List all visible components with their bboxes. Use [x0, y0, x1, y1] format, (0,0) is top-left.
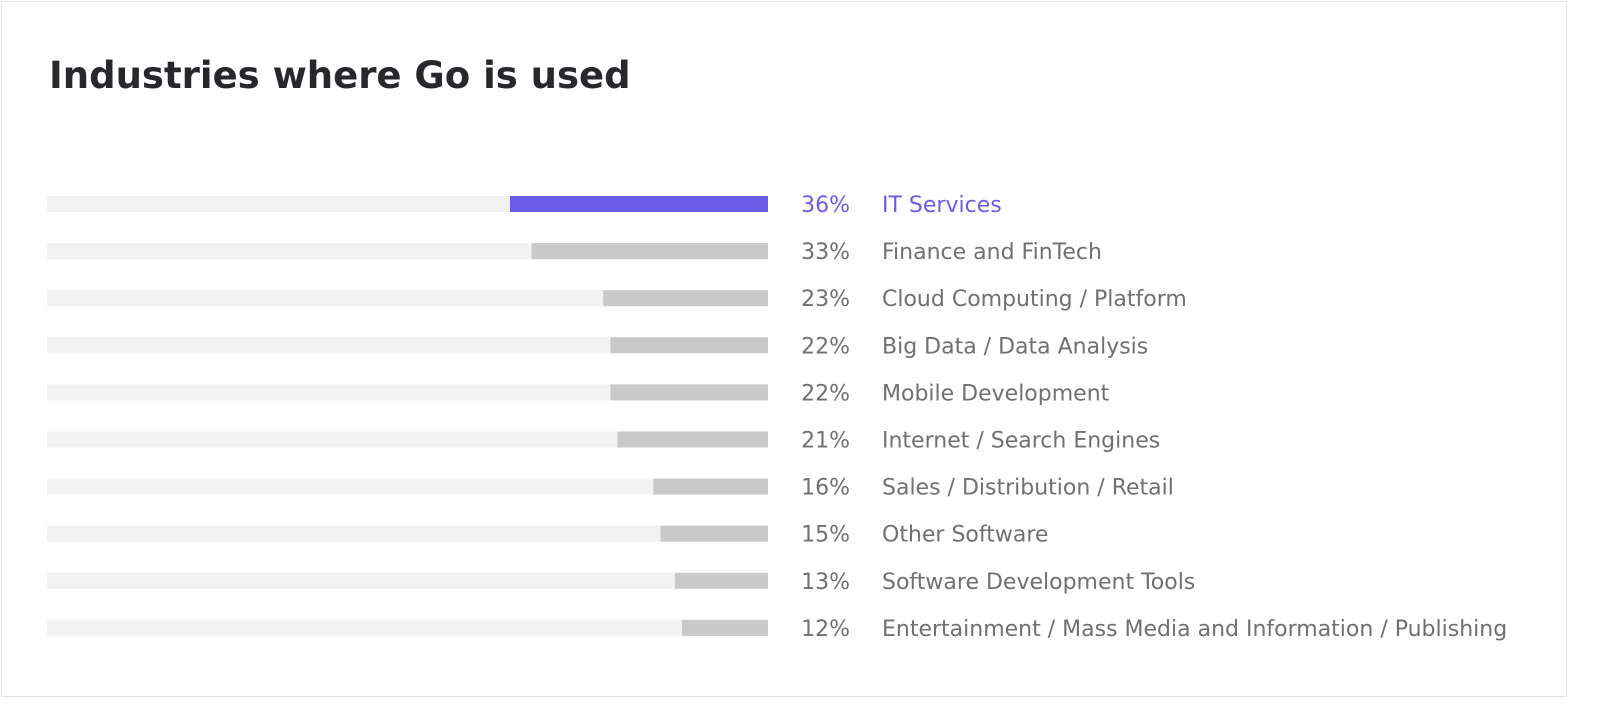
- bar-track: [47, 619, 768, 636]
- bar-sales-distribution-retail: [653, 478, 768, 495]
- bar-track: [47, 290, 768, 307]
- category-label: Software Development Tools: [882, 570, 1195, 595]
- value-label: 21%: [801, 429, 850, 454]
- bar-software-development-tools: [674, 572, 768, 589]
- value-label: 33%: [801, 240, 850, 265]
- bar-track: [47, 384, 768, 401]
- bar-finance-and-fintech: [531, 243, 768, 260]
- category-label: Finance and FinTech: [882, 240, 1102, 265]
- bar-track: [47, 337, 768, 354]
- value-label: 22%: [801, 381, 850, 406]
- value-label: 15%: [801, 523, 850, 548]
- category-label: Sales / Distribution / Retail: [882, 476, 1174, 501]
- bar-mobile-development: [610, 384, 768, 401]
- bar-track: [47, 572, 768, 589]
- bar-it-services: [510, 196, 768, 212]
- value-label: 23%: [801, 287, 850, 312]
- bar-track: [47, 478, 768, 495]
- value-label: 12%: [801, 617, 850, 642]
- bar-cloud-computing-platform: [603, 290, 768, 307]
- value-label: 22%: [801, 334, 850, 359]
- category-label: Other Software: [882, 523, 1048, 548]
- bar-entertainment-mass-media-and-information-publishing: [682, 619, 768, 636]
- bar-big-data-data-analysis: [610, 337, 768, 354]
- value-label: 36%: [801, 193, 850, 218]
- category-label: Cloud Computing / Platform: [882, 287, 1187, 312]
- value-label: 16%: [801, 476, 850, 501]
- category-label: Entertainment / Mass Media and Informati…: [882, 617, 1507, 642]
- category-label: Mobile Development: [882, 381, 1110, 406]
- category-label: IT Services: [882, 193, 1002, 218]
- category-label: Big Data / Data Analysis: [882, 334, 1148, 359]
- bar-other-software: [660, 525, 768, 542]
- chart-title: Industries where Go is used: [49, 54, 631, 97]
- category-label: Internet / Search Engines: [882, 429, 1160, 454]
- bar-track: [47, 431, 768, 448]
- bar-internet-search-engines: [617, 431, 768, 448]
- bar-track: [47, 525, 768, 542]
- value-label: 13%: [801, 570, 850, 595]
